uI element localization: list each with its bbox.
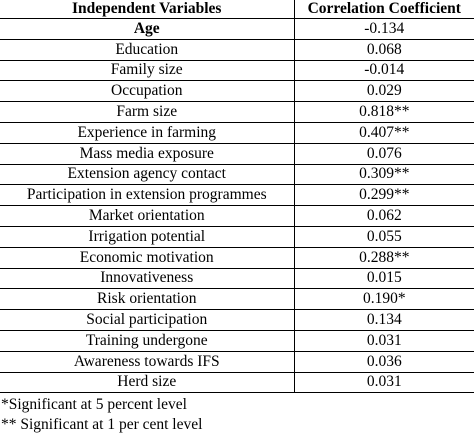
table-row: Innovativeness 0.015	[0, 267, 474, 290]
table-header-row: Independent Variables Correlation Coeffi…	[0, 0, 474, 19]
table-row: Social participation 0.134	[0, 309, 474, 331]
table-row: Awareness towards IFS 0.036	[0, 350, 474, 373]
coefficient-cell: 0.299**	[293, 184, 474, 207]
table-row: Farm size 0.818**	[0, 101, 474, 123]
coefficient-cell: 0.055	[293, 225, 474, 248]
table-row: Training undergone 0.031	[0, 329, 474, 352]
coefficient-cell: 0.818**	[293, 101, 474, 123]
coefficient-cell: 0.031	[293, 371, 474, 394]
footnotes: *Significant at 5 percent level ** Signi…	[0, 393, 474, 435]
variable-cell: Innovativeness	[0, 267, 295, 290]
variable-cell: Irrigation potential	[0, 225, 295, 248]
variable-cell: Participation in extension programmes	[0, 184, 295, 207]
coefficient-cell: 0.062	[293, 205, 474, 227]
variable-cell: Market orientation	[0, 205, 295, 227]
variable-cell: Extension agency contact	[0, 163, 295, 186]
coefficient-cell: 0.134	[293, 309, 474, 331]
table-row: Mass media exposure 0.076	[0, 142, 474, 165]
coefficient-cell: 0.029	[293, 80, 474, 103]
header-independent-variables: Independent Variables	[0, 0, 295, 19]
table-row: Age -0.134	[0, 18, 474, 40]
variable-cell: Economic motivation	[0, 246, 295, 269]
variable-cell: Risk orientation	[0, 288, 295, 311]
table-row: Risk orientation 0.190*	[0, 288, 474, 311]
table-row: Education 0.068	[0, 38, 474, 61]
table-row: Experience in farming 0.407**	[0, 121, 474, 144]
table-row: Participation in extension programmes 0.2…	[0, 184, 474, 207]
coefficient-cell: -0.014	[293, 59, 474, 82]
variable-cell: Social participation	[0, 309, 295, 331]
coefficient-cell: 0.309**	[293, 163, 474, 186]
variable-cell: Farm size	[0, 101, 295, 123]
table-row: Herd size 0.031	[0, 371, 474, 394]
footnote-5-percent: *Significant at 5 percent level	[1, 396, 187, 414]
variable-cell: Mass media exposure	[0, 142, 295, 165]
coefficient-cell: 0.076	[293, 142, 474, 165]
variable-cell: Occupation	[0, 80, 295, 103]
coefficient-cell: 0.068	[293, 38, 474, 61]
table-row: Occupation 0.029	[0, 80, 474, 103]
variable-cell: Experience in farming	[0, 121, 295, 144]
table-row: Irrigation potential 0.055	[0, 225, 474, 248]
coefficient-cell: 0.036	[293, 350, 474, 373]
table-row: Economic motivation 0.288**	[0, 246, 474, 269]
variable-cell: Training undergone	[0, 329, 295, 352]
variable-cell: Family size	[0, 59, 295, 82]
correlation-table: Independent Variables Correlation Coeffi…	[0, 0, 474, 394]
coefficient-cell: 0.015	[293, 267, 474, 290]
variable-cell: Education	[0, 38, 295, 61]
variable-cell: Herd size	[0, 371, 295, 394]
footnote-1-percent: ** Significant at 1 per cent level	[1, 416, 203, 434]
variable-cell: Awareness towards IFS	[0, 350, 295, 373]
header-correlation-coefficient: Correlation Coefficient	[293, 0, 474, 19]
coefficient-cell: 0.288**	[293, 246, 474, 269]
table-row: Market orientation 0.062	[0, 205, 474, 227]
coefficient-cell: 0.031	[293, 329, 474, 352]
table-row: Extension agency contact 0.309**	[0, 163, 474, 186]
coefficient-cell: -0.134	[293, 18, 474, 40]
variable-cell: Age	[0, 18, 295, 40]
table-row: Family size -0.014	[0, 59, 474, 82]
coefficient-cell: 0.407**	[293, 121, 474, 144]
table-body: Age -0.134 Education 0.068 Family size -0.014…	[0, 18, 474, 394]
coefficient-cell: 0.190*	[293, 288, 474, 311]
